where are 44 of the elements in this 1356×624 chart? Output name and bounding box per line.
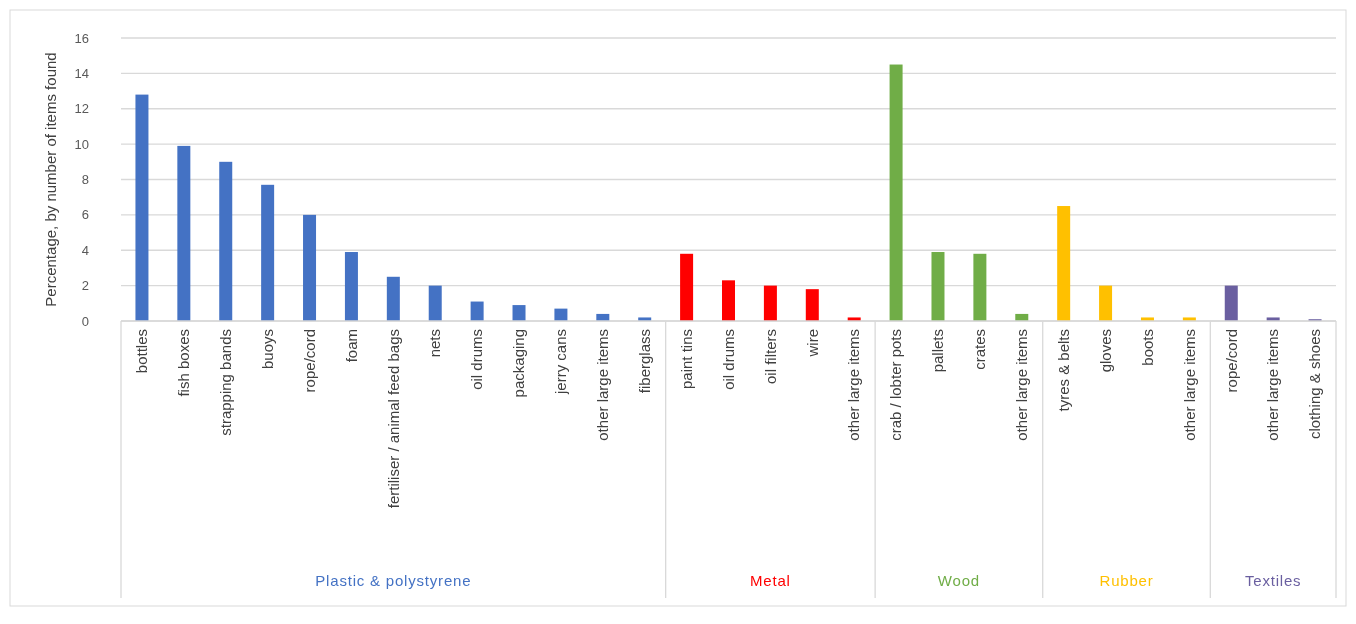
x-tick-label: fiberglass [635,329,653,394]
x-tick-label: paint tins [677,329,695,390]
x-tick-label: boots [1138,329,1156,366]
y-tick-label: 6 [81,207,89,223]
y-tick-label: 4 [81,242,89,258]
x-tick-label: fish boxes [175,329,193,397]
x-tick-label: nets [426,329,444,358]
y-tick-label: 16 [74,30,89,46]
text: Plastic & polystyrene [315,572,472,589]
x-tick-label: jerry cans [552,329,570,396]
x-tick-label: fertiliser / animal feed bags [384,329,402,509]
text: Wood [937,572,980,589]
y-axis-title: Percentage, by number of items found [42,52,59,307]
x-tick-label: packaging [510,329,528,398]
y-tick-label: 10 [74,136,89,152]
y-tick-label: 8 [81,172,89,188]
x-tick-label: pallets [929,329,947,373]
x-tick-label: oil drums [719,329,737,390]
x-tick-label: strapping bands [216,329,234,436]
x-tick-label: crab / lobter pots [887,329,905,441]
y-tick-label: 12 [74,101,89,117]
x-tick-label: other large items [594,329,612,441]
x-tick-label: oil drums [468,329,486,390]
y-tick-label: 2 [81,278,89,294]
x-tick-label: rope/cord [1222,329,1240,393]
text: Metal [750,572,791,589]
x-tick-label: wire [803,329,821,358]
x-tick-label: tyres & belts [1054,329,1072,412]
x-tick-label: other large items [1180,329,1198,441]
x-tick-label: crates [971,329,989,370]
x-tick-label: buoys [258,329,276,370]
text: Rubber [1099,572,1154,589]
y-tick-label: 0 [81,313,89,329]
x-tick-label: other large items [845,329,863,441]
x-tick-label: bottles [133,329,151,374]
y-tick-label: 14 [74,65,89,81]
x-tick-label: gloves [1096,329,1114,373]
text: Textiles [1244,572,1302,589]
x-tick-label: foam [342,329,360,363]
x-tick-label: clothing & shoes [1306,329,1324,440]
x-tick-label: rope/cord [300,329,318,393]
x-tick-label: other large items [1013,329,1031,441]
x-tick-label: oil filters [761,329,779,385]
x-tick-label: other large items [1264,329,1282,441]
